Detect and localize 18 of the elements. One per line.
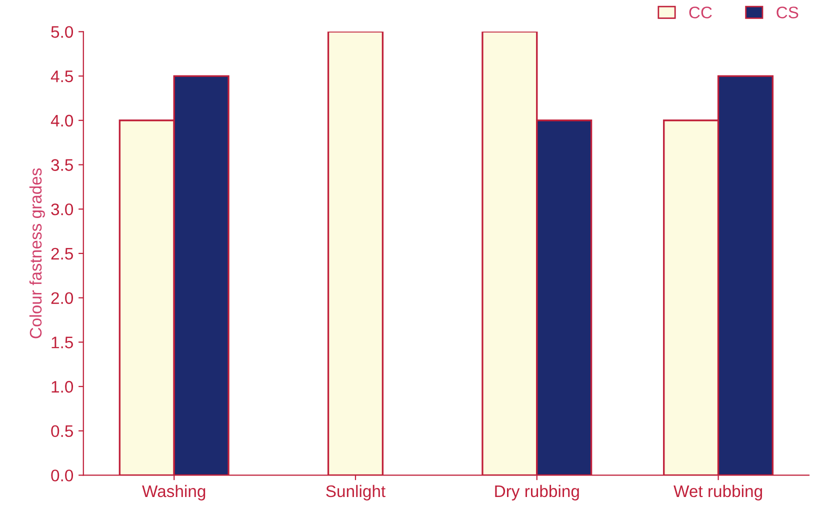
y-tick-label: 3.5 xyxy=(51,159,73,171)
y-tick-label: 2.0 xyxy=(51,292,74,304)
y-tick-label: 2.5 xyxy=(51,248,73,260)
x-tick-label: Washing xyxy=(142,484,206,500)
x-tick-label: Sunlight xyxy=(326,484,386,500)
y-tick-label: 0.0 xyxy=(51,470,74,482)
y-tick-label: 4.5 xyxy=(50,70,73,82)
legend-label: CS xyxy=(776,6,798,18)
y-tick-label: 3.0 xyxy=(51,203,74,216)
x-tick-label: Dry rubbing xyxy=(495,484,579,500)
y-tick-label: 0.5 xyxy=(51,425,73,438)
legend-label: CC xyxy=(689,6,712,18)
y-tick-label: 5.0 xyxy=(51,26,74,38)
y-axis-title: Colour fastness grades xyxy=(29,168,45,338)
y-tick-label: 4.0 xyxy=(50,114,74,127)
y-tick-label: 1.5 xyxy=(52,336,73,348)
y-tick-label: 1.0 xyxy=(52,380,74,393)
x-tick-label: Wet rubbing xyxy=(674,484,762,500)
